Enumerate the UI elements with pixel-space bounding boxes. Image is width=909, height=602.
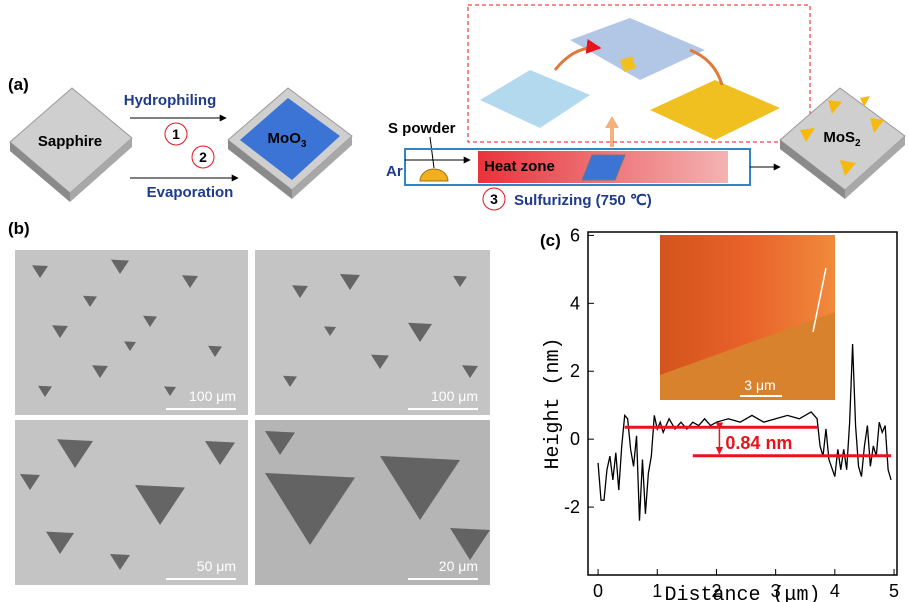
inset-scale-label: 3 μm	[744, 377, 775, 393]
panel-label: (b)	[8, 219, 30, 238]
scale-label: 100 μm	[431, 388, 478, 404]
panel-label: (a)	[8, 75, 29, 94]
scale-label: 20 μm	[439, 558, 478, 574]
y-axis-label: Height (nm)	[542, 337, 565, 469]
subscript: 2	[855, 138, 861, 149]
pointer	[430, 137, 434, 168]
y-tick-label: -2	[564, 497, 580, 517]
figure: (a) Sapphire Hydrophiling 1 2 Evaporatio…	[0, 0, 909, 602]
formula: MoS	[823, 129, 855, 146]
s-powder	[420, 169, 448, 181]
x-tick-label: 5	[889, 581, 899, 601]
panel-label: (c)	[540, 231, 561, 250]
x-tick-label: 4	[830, 581, 840, 601]
step-label: Sulfurizing (750 ℃)	[514, 192, 652, 209]
scale-label: 50 μm	[197, 558, 236, 574]
step-label: Evaporation	[147, 184, 234, 201]
annotation: 0.84 nm	[725, 433, 792, 453]
y-tick-label: 4	[570, 293, 580, 313]
subscript: 3	[301, 139, 307, 150]
x-tick-label: 1	[652, 581, 662, 601]
step-number: 3	[490, 191, 498, 207]
sem-images: 100 μm 100 μm 50 μm 20 μm	[15, 250, 490, 585]
step-number: 1	[172, 126, 180, 142]
up-arrow-head	[605, 116, 619, 128]
x-axis-label: Distance (μm)	[664, 584, 820, 602]
formula: MoO	[268, 130, 302, 147]
x-tick-label: 0	[593, 581, 603, 601]
scale-label: 100 μm	[189, 388, 236, 404]
lattice-illustration	[480, 18, 780, 140]
y-tick-label: 0	[570, 429, 580, 449]
y-tick-label: 6	[570, 225, 580, 245]
source-label: S powder	[388, 120, 456, 137]
step-label: Hydrophiling	[124, 92, 217, 109]
zone-label: Heat zone	[484, 158, 555, 175]
gas-label: Ar	[386, 163, 403, 180]
substrate-label: Sapphire	[38, 133, 102, 150]
step-number: 2	[199, 149, 207, 165]
y-tick-label: 2	[570, 361, 580, 381]
